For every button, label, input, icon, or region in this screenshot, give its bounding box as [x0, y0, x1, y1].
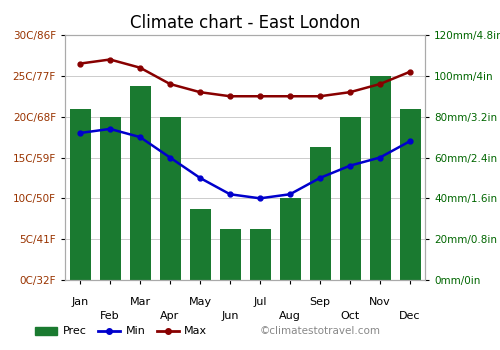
Text: Jun: Jun	[221, 310, 239, 321]
Text: Apr: Apr	[160, 310, 180, 321]
Bar	[400, 108, 420, 280]
Text: Aug: Aug	[279, 310, 301, 321]
Bar	[190, 209, 210, 280]
Bar	[250, 229, 270, 280]
Bar	[280, 198, 300, 280]
Title: Climate chart - East London: Climate chart - East London	[130, 14, 360, 32]
Bar	[160, 117, 180, 280]
Text: Sep: Sep	[310, 297, 330, 307]
Text: ©climatestotravel.com: ©climatestotravel.com	[260, 326, 381, 336]
Text: Feb: Feb	[100, 310, 120, 321]
Text: Dec: Dec	[399, 310, 421, 321]
Text: May: May	[188, 297, 212, 307]
Text: Jul: Jul	[254, 297, 267, 307]
Bar	[220, 229, 240, 280]
Bar	[100, 117, 120, 280]
Text: Mar: Mar	[130, 297, 150, 307]
Bar	[370, 76, 390, 280]
Bar	[310, 147, 330, 280]
Text: Nov: Nov	[369, 297, 391, 307]
Bar	[340, 117, 360, 280]
Legend: Prec, Min, Max: Prec, Min, Max	[30, 322, 212, 341]
Bar	[130, 86, 150, 280]
Bar	[70, 108, 90, 280]
Text: Jan: Jan	[72, 297, 88, 307]
Text: Oct: Oct	[340, 310, 359, 321]
